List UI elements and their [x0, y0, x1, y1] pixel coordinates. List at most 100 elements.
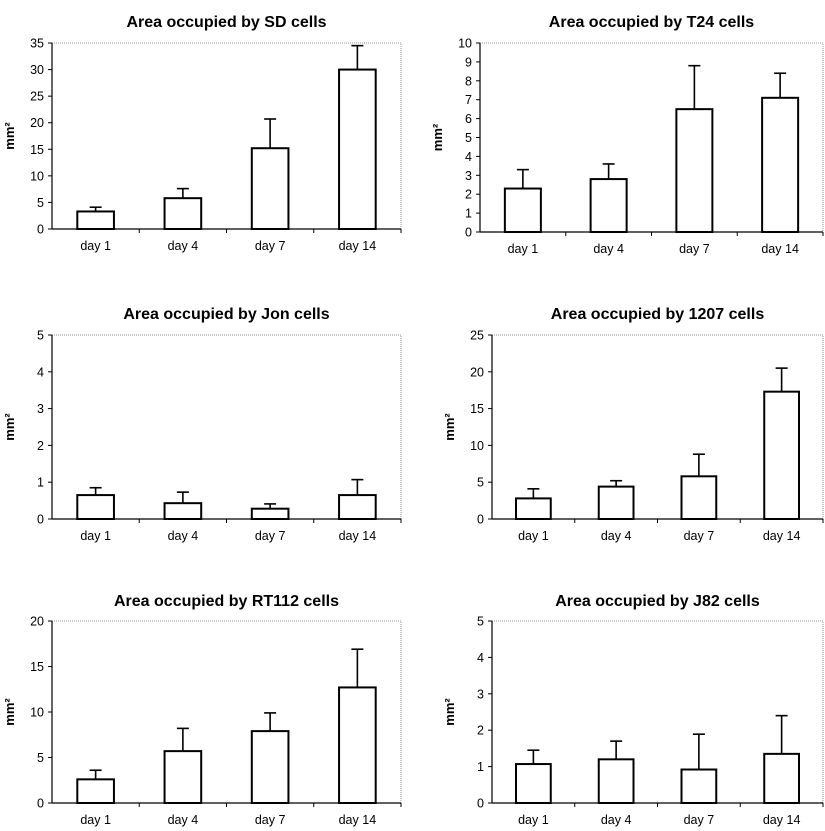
y-tick-label: 0 [37, 223, 44, 237]
y-tick-label: 8 [465, 74, 472, 88]
y-tick-label: 25 [30, 90, 44, 104]
y-tick-label: 5 [37, 196, 44, 210]
y-tick-label: 3 [37, 402, 44, 416]
bar [597, 758, 635, 805]
chart-panel-6: Area occupied by J82 cells 0 1 2 3 4 5 mm² day 1… [442, 593, 824, 827]
y-tick-label: 7 [465, 93, 472, 107]
y-tick-label: 5 [465, 131, 472, 145]
x-tick-label: day 7 [684, 529, 715, 543]
y-tick-label: 15 [470, 402, 484, 416]
y-tick-label: 3 [477, 687, 484, 701]
y-tick-label: 10 [458, 37, 472, 51]
y-axis-label: mm² [2, 413, 17, 441]
y-tick-label: 15 [30, 143, 44, 157]
chart-title: Area occupied by 1207 cells [551, 306, 765, 323]
y-tick-label: 15 [30, 660, 44, 674]
y-tick-label: 10 [30, 169, 44, 183]
x-tick-label: day 14 [339, 813, 377, 827]
bar [163, 502, 203, 520]
bar [250, 147, 290, 230]
y-tick-label: 9 [465, 55, 472, 69]
x-tick-label: day 1 [80, 239, 111, 253]
y-axis-label: mm² [2, 122, 17, 150]
y-tick-label: 25 [470, 329, 484, 343]
bar [514, 497, 552, 520]
chart-panel-2: Area occupied by T24 cells 0 1 2 3 4 5 6 7 8 9 10 mm… [430, 14, 824, 256]
chart-panel-5: Area occupied by RT112 cells 0 5 10 15 20 mm² d… [2, 593, 402, 827]
y-tick-label: 2 [477, 724, 484, 738]
y-tick-label: 3 [465, 169, 472, 183]
bar [250, 507, 290, 521]
y-tick-label: 0 [37, 513, 44, 527]
y-tick-label: 0 [465, 226, 472, 240]
chart-title: Area occupied by J82 cells [555, 593, 760, 610]
bar [338, 68, 377, 230]
y-tick-label: 10 [470, 439, 484, 453]
plot-frame [51, 334, 402, 520]
y-tick-label: 4 [37, 365, 44, 379]
y-tick-label: 4 [477, 651, 484, 665]
chart-panel-4: Area occupied by 1207 cells 0 5 10 15 20 25 mm²… [442, 306, 824, 543]
x-tick-label: day 4 [168, 813, 199, 827]
chart-title: Area occupied by RT112 cells [114, 593, 339, 610]
x-tick-label: day 1 [518, 529, 549, 543]
bar [503, 187, 542, 233]
bar [76, 210, 115, 231]
y-tick-label: 1 [37, 476, 44, 490]
y-tick-label: 10 [30, 706, 44, 720]
bar [589, 178, 628, 233]
x-tick-label: day 7 [255, 239, 286, 253]
bar [597, 485, 635, 520]
y-tick-label: 20 [30, 615, 44, 629]
y-tick-label: 5 [477, 615, 484, 629]
bar [163, 197, 203, 230]
bar [163, 750, 203, 805]
bar [514, 763, 552, 804]
x-tick-label: day 7 [679, 242, 710, 256]
bar [763, 390, 801, 520]
y-axis-label: mm² [442, 698, 457, 726]
x-tick-label: day 7 [255, 529, 286, 543]
y-tick-label: 5 [37, 751, 44, 765]
y-tick-label: 2 [465, 188, 472, 202]
x-tick-label: day 1 [80, 813, 111, 827]
bar [680, 475, 718, 521]
bar [675, 108, 714, 233]
bar [76, 494, 115, 520]
x-tick-label: day 7 [684, 813, 715, 827]
bar [338, 494, 377, 520]
y-tick-label: 5 [477, 476, 484, 490]
bar [680, 768, 718, 805]
chart-panel-1: Area occupied by SD cells 0 5 10 15 20 25 30 35 m… [2, 14, 402, 253]
x-tick-label: day 4 [593, 242, 624, 256]
chart-panel-3: Area occupied by Jon cells 0 1 2 3 4 5 mm² day 1… [2, 306, 402, 543]
x-tick-label: day 4 [601, 529, 632, 543]
y-tick-label: 1 [465, 207, 472, 221]
x-tick-label: day 14 [339, 529, 377, 543]
y-tick-label: 20 [30, 116, 44, 130]
x-tick-label: day 4 [601, 813, 632, 827]
y-tick-label: 2 [37, 439, 44, 453]
y-tick-label: 5 [37, 329, 44, 343]
y-tick-label: 1 [477, 760, 484, 774]
y-tick-label: 0 [477, 797, 484, 811]
x-tick-label: day 1 [518, 813, 549, 827]
y-tick-label: 6 [465, 112, 472, 126]
x-tick-label: day 4 [168, 239, 199, 253]
chart-title: Area occupied by SD cells [126, 14, 326, 31]
x-tick-label: day 14 [763, 529, 801, 543]
x-tick-label: day 7 [255, 813, 286, 827]
bar [763, 752, 801, 804]
bar [250, 730, 290, 804]
y-tick-label: 0 [37, 797, 44, 811]
y-axis-label: mm² [2, 698, 17, 726]
x-tick-label: day 14 [761, 242, 799, 256]
y-tick-label: 35 [30, 37, 44, 51]
y-tick-label: 20 [470, 365, 484, 379]
y-tick-label: 30 [30, 63, 44, 77]
bar [761, 96, 800, 233]
x-tick-label: day 1 [80, 529, 111, 543]
chart-title: Area occupied by Jon cells [123, 306, 329, 323]
y-tick-label: 0 [477, 513, 484, 527]
